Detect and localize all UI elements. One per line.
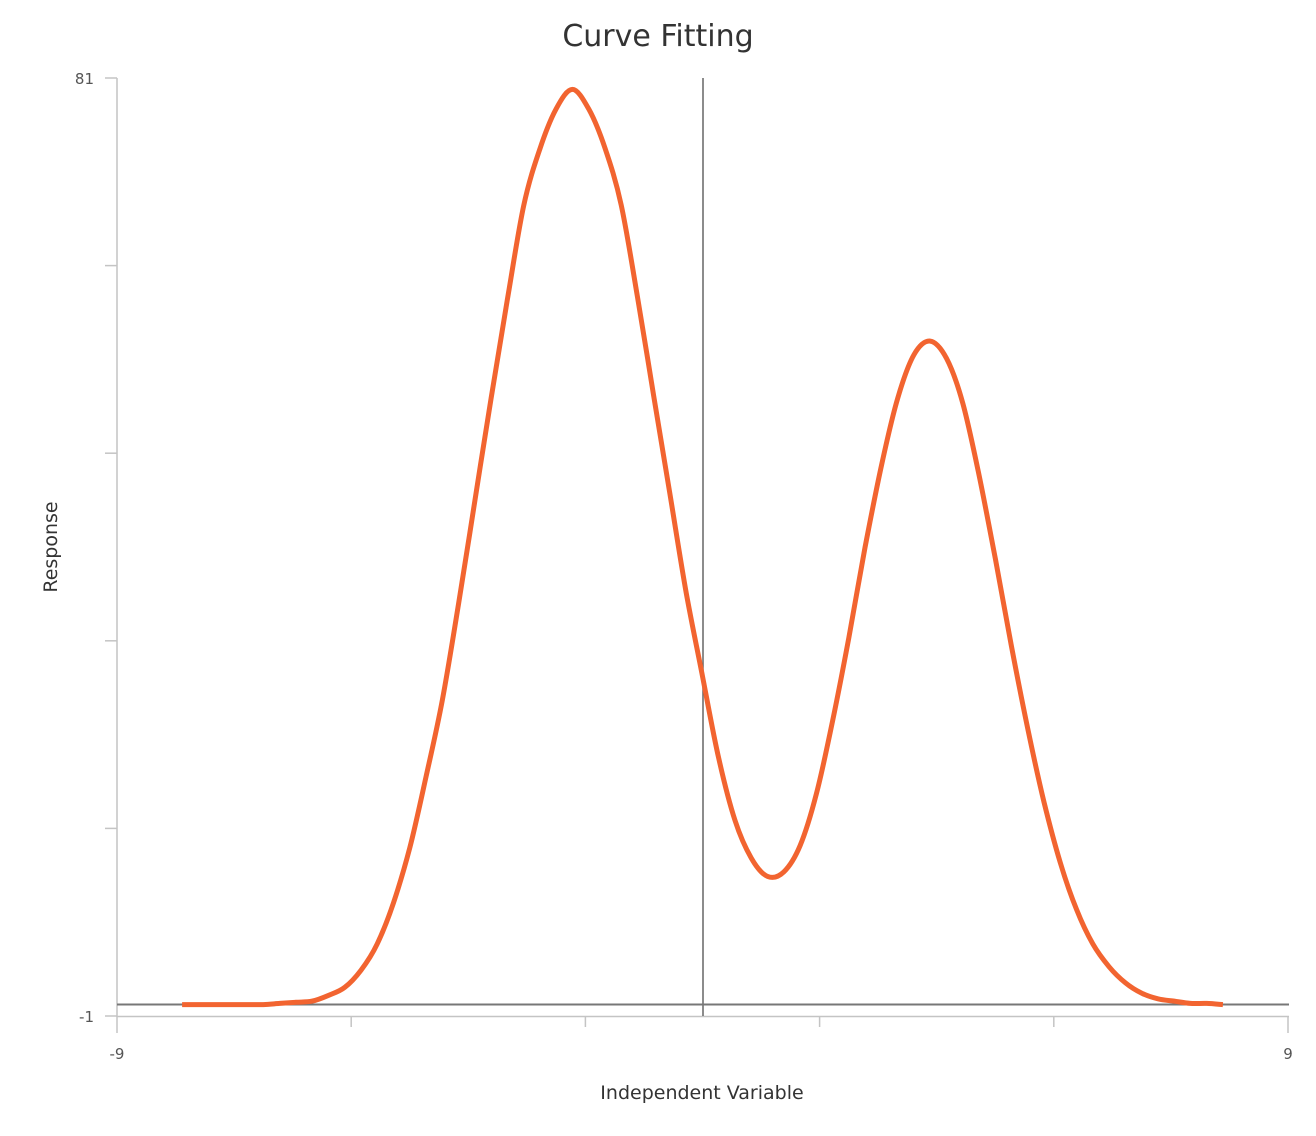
x-axis-label: Independent Variable (600, 1082, 803, 1104)
x-tick-label-min: -9 (110, 1045, 125, 1063)
y-tick-label-min: -1 (79, 1008, 94, 1026)
y-axis-label: Response (40, 501, 62, 592)
x-tick-label-max: 9 (1283, 1045, 1293, 1063)
chart-title: Curve Fitting (562, 19, 753, 54)
fit-curve-line (182, 86, 1224, 1008)
y-axis: 81 -1 (75, 70, 118, 1026)
x-axis: -9 9 (110, 1015, 1293, 1063)
y-ticks (105, 77, 117, 1017)
y-tick-label-max: 81 (75, 70, 94, 88)
x-ticks (116, 1016, 1289, 1033)
